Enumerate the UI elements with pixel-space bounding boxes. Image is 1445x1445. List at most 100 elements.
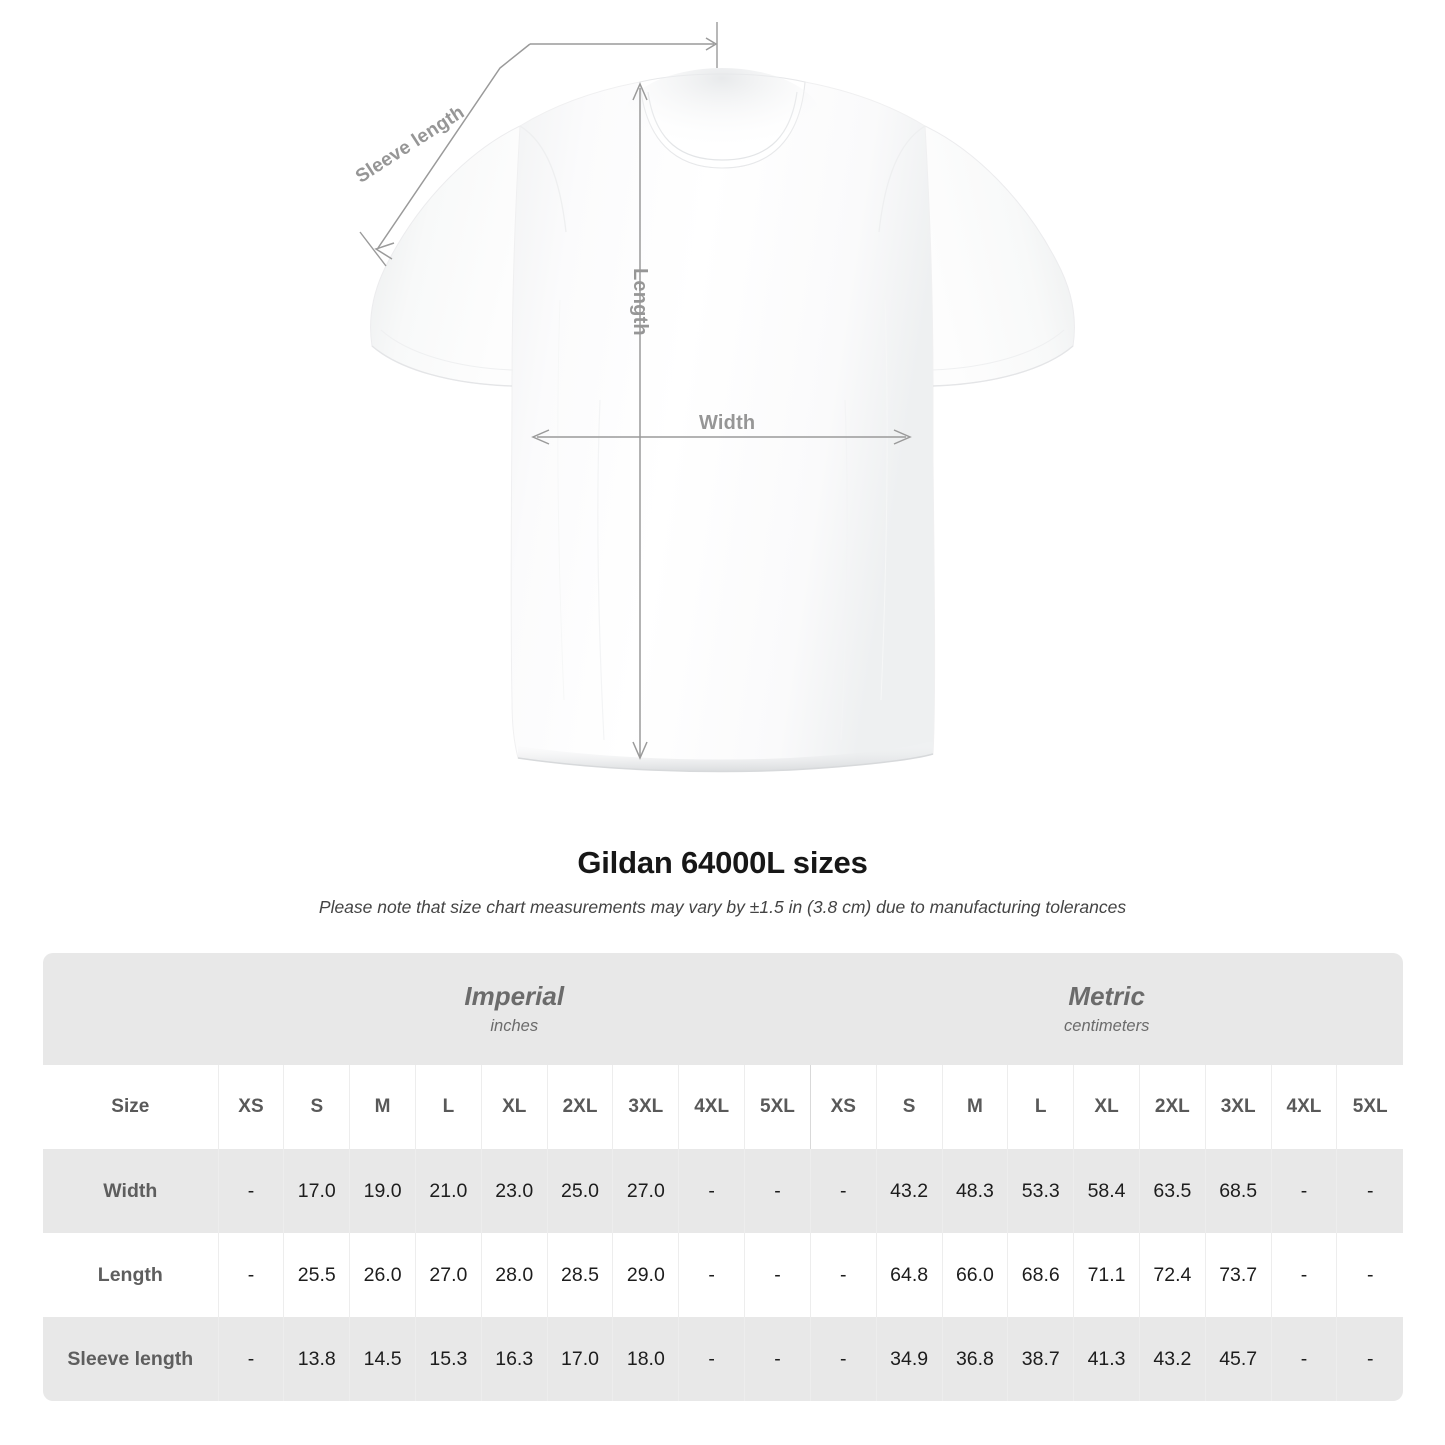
cell-length-imperial-s: 25.5 [283,1233,350,1317]
cell-width-metric-2xl: 63.5 [1138,1149,1206,1233]
cell-width-metric-s: 43.2 [875,1149,943,1233]
table-row: Width - 17.0 19.0 21.0 23.0 25.0 27.0 - … [43,1149,1403,1233]
cell-width-metric-xs: - [809,1149,877,1233]
table-row: Sleeve length - 13.8 14.5 15.3 16.3 17.0… [43,1317,1403,1401]
cell-width-imperial-m: 19.0 [349,1149,416,1233]
size-header-metric-2xl: 2XL [1138,1065,1206,1149]
cell-sleeve-metric-m: 36.8 [941,1317,1008,1401]
cell-sleeve-imperial-4xl: - [678,1317,745,1401]
cell-sleeve-metric-4xl: - [1270,1317,1337,1401]
size-header-row: Size XS S M L XL 2XL 3XL 4XL 5XL XS S M … [43,1065,1403,1149]
imperial-unit: inches [490,1017,539,1036]
cell-sleeve-metric-xs: - [809,1317,877,1401]
width-dimension [531,429,912,445]
metric-unit: centimeters [1064,1017,1150,1036]
row-label-sleeve-length: Sleeve length [43,1317,219,1401]
tshirt-shape [370,68,1075,773]
cell-length-imperial-3xl: 29.0 [612,1233,679,1317]
dimension-lines [359,22,912,760]
unit-header-metric: Metric centimeters [810,953,1403,1065]
size-column-header: Size [43,1065,219,1149]
cell-sleeve-metric-l: 38.7 [1007,1317,1074,1401]
cell-width-metric-xl: 58.4 [1073,1149,1140,1233]
cell-sleeve-imperial-2xl: 17.0 [546,1317,613,1401]
cell-length-metric-s: 64.8 [875,1233,943,1317]
size-header-imperial-2xl: 2XL [546,1065,613,1149]
size-table-container: Imperial inches Metric centimeters Size … [43,953,1403,1401]
cell-width-imperial-l: 21.0 [415,1149,482,1233]
unit-header-spacer [43,953,219,1065]
size-header-imperial-4xl: 4XL [678,1065,745,1149]
cell-sleeve-imperial-3xl: 18.0 [612,1317,679,1401]
metric-system-name: Metric [1068,980,1145,1011]
size-header-metric-s: S [875,1065,943,1149]
tshirt-illustration [359,22,1075,773]
cell-sleeve-metric-3xl: 45.7 [1204,1317,1272,1401]
cell-width-imperial-xs: - [217,1149,284,1233]
cell-width-imperial-2xl: 25.0 [546,1149,613,1233]
cell-length-metric-l: 68.6 [1007,1233,1074,1317]
cell-width-metric-5xl: - [1336,1149,1403,1233]
table-row: Length - 25.5 26.0 27.0 28.0 28.5 29.0 -… [43,1233,1403,1317]
cell-sleeve-imperial-xl: 16.3 [480,1317,548,1401]
cell-width-metric-4xl: - [1270,1149,1337,1233]
cell-length-metric-3xl: 73.7 [1204,1233,1272,1317]
cell-length-imperial-5xl: - [744,1233,811,1317]
row-label-width: Width [43,1149,219,1233]
width-label: Width [699,412,756,434]
size-header-imperial-3xl: 3XL [612,1065,679,1149]
sleeve-length-dimension [359,22,718,267]
cell-length-metric-5xl: - [1336,1233,1403,1317]
size-header-imperial-5xl: 5XL [744,1065,811,1149]
cell-length-imperial-2xl: 28.5 [546,1233,613,1317]
cell-sleeve-imperial-l: 15.3 [415,1317,482,1401]
size-table: Imperial inches Metric centimeters Size … [43,953,1403,1401]
unit-system-header-row: Imperial inches Metric centimeters [43,953,1403,1065]
length-dimension [632,82,648,760]
cell-sleeve-metric-2xl: 43.2 [1138,1317,1206,1401]
page-title: Gildan 64000L sizes [577,845,868,880]
size-header-imperial-m: M [349,1065,416,1149]
size-header-metric-xl: XL [1073,1065,1140,1149]
size-header-metric-4xl: 4XL [1270,1065,1337,1149]
cell-width-metric-l: 53.3 [1007,1149,1074,1233]
cell-width-imperial-s: 17.0 [283,1149,350,1233]
size-header-metric-3xl: 3XL [1204,1065,1272,1149]
garment-diagram: Sleeve length Length Width [352,22,1075,773]
unit-header-imperial: Imperial inches [218,953,811,1065]
size-header-imperial-s: S [283,1065,350,1149]
cell-width-metric-m: 48.3 [941,1149,1008,1233]
size-header-metric-l: L [1007,1065,1074,1149]
cell-length-metric-xs: - [809,1233,877,1317]
cell-length-metric-xl: 71.1 [1073,1233,1140,1317]
size-header-metric-5xl: 5XL [1336,1065,1403,1149]
cell-length-metric-4xl: - [1270,1233,1337,1317]
cell-length-imperial-xs: - [217,1233,284,1317]
tolerance-note: Please note that size chart measurements… [318,897,1127,917]
cell-sleeve-metric-xl: 41.3 [1073,1317,1140,1401]
cell-sleeve-imperial-m: 14.5 [349,1317,416,1401]
cell-width-imperial-3xl: 27.0 [612,1149,679,1233]
cell-length-imperial-xl: 28.0 [480,1233,548,1317]
imperial-system-name: Imperial [464,980,565,1011]
cell-sleeve-metric-5xl: - [1336,1317,1403,1401]
cell-width-metric-3xl: 68.5 [1204,1149,1272,1233]
size-header-imperial-xs: XS [217,1065,284,1149]
cell-sleeve-imperial-5xl: - [744,1317,811,1401]
size-header-imperial-xl: XL [480,1065,548,1149]
cell-length-imperial-4xl: - [678,1233,745,1317]
cell-sleeve-metric-s: 34.9 [875,1317,943,1401]
cell-length-metric-m: 66.0 [941,1233,1008,1317]
length-label: Length [629,268,651,336]
cell-width-imperial-xl: 23.0 [480,1149,548,1233]
cell-length-metric-2xl: 72.4 [1138,1233,1206,1317]
row-label-length: Length [43,1233,219,1317]
cell-length-imperial-m: 26.0 [349,1233,416,1317]
cell-sleeve-imperial-s: 13.8 [283,1317,350,1401]
cell-width-imperial-5xl: - [744,1149,811,1233]
cell-width-imperial-4xl: - [678,1149,745,1233]
cell-sleeve-imperial-xs: - [217,1317,284,1401]
size-header-metric-m: M [941,1065,1008,1149]
size-header-metric-xs: XS [809,1065,877,1149]
